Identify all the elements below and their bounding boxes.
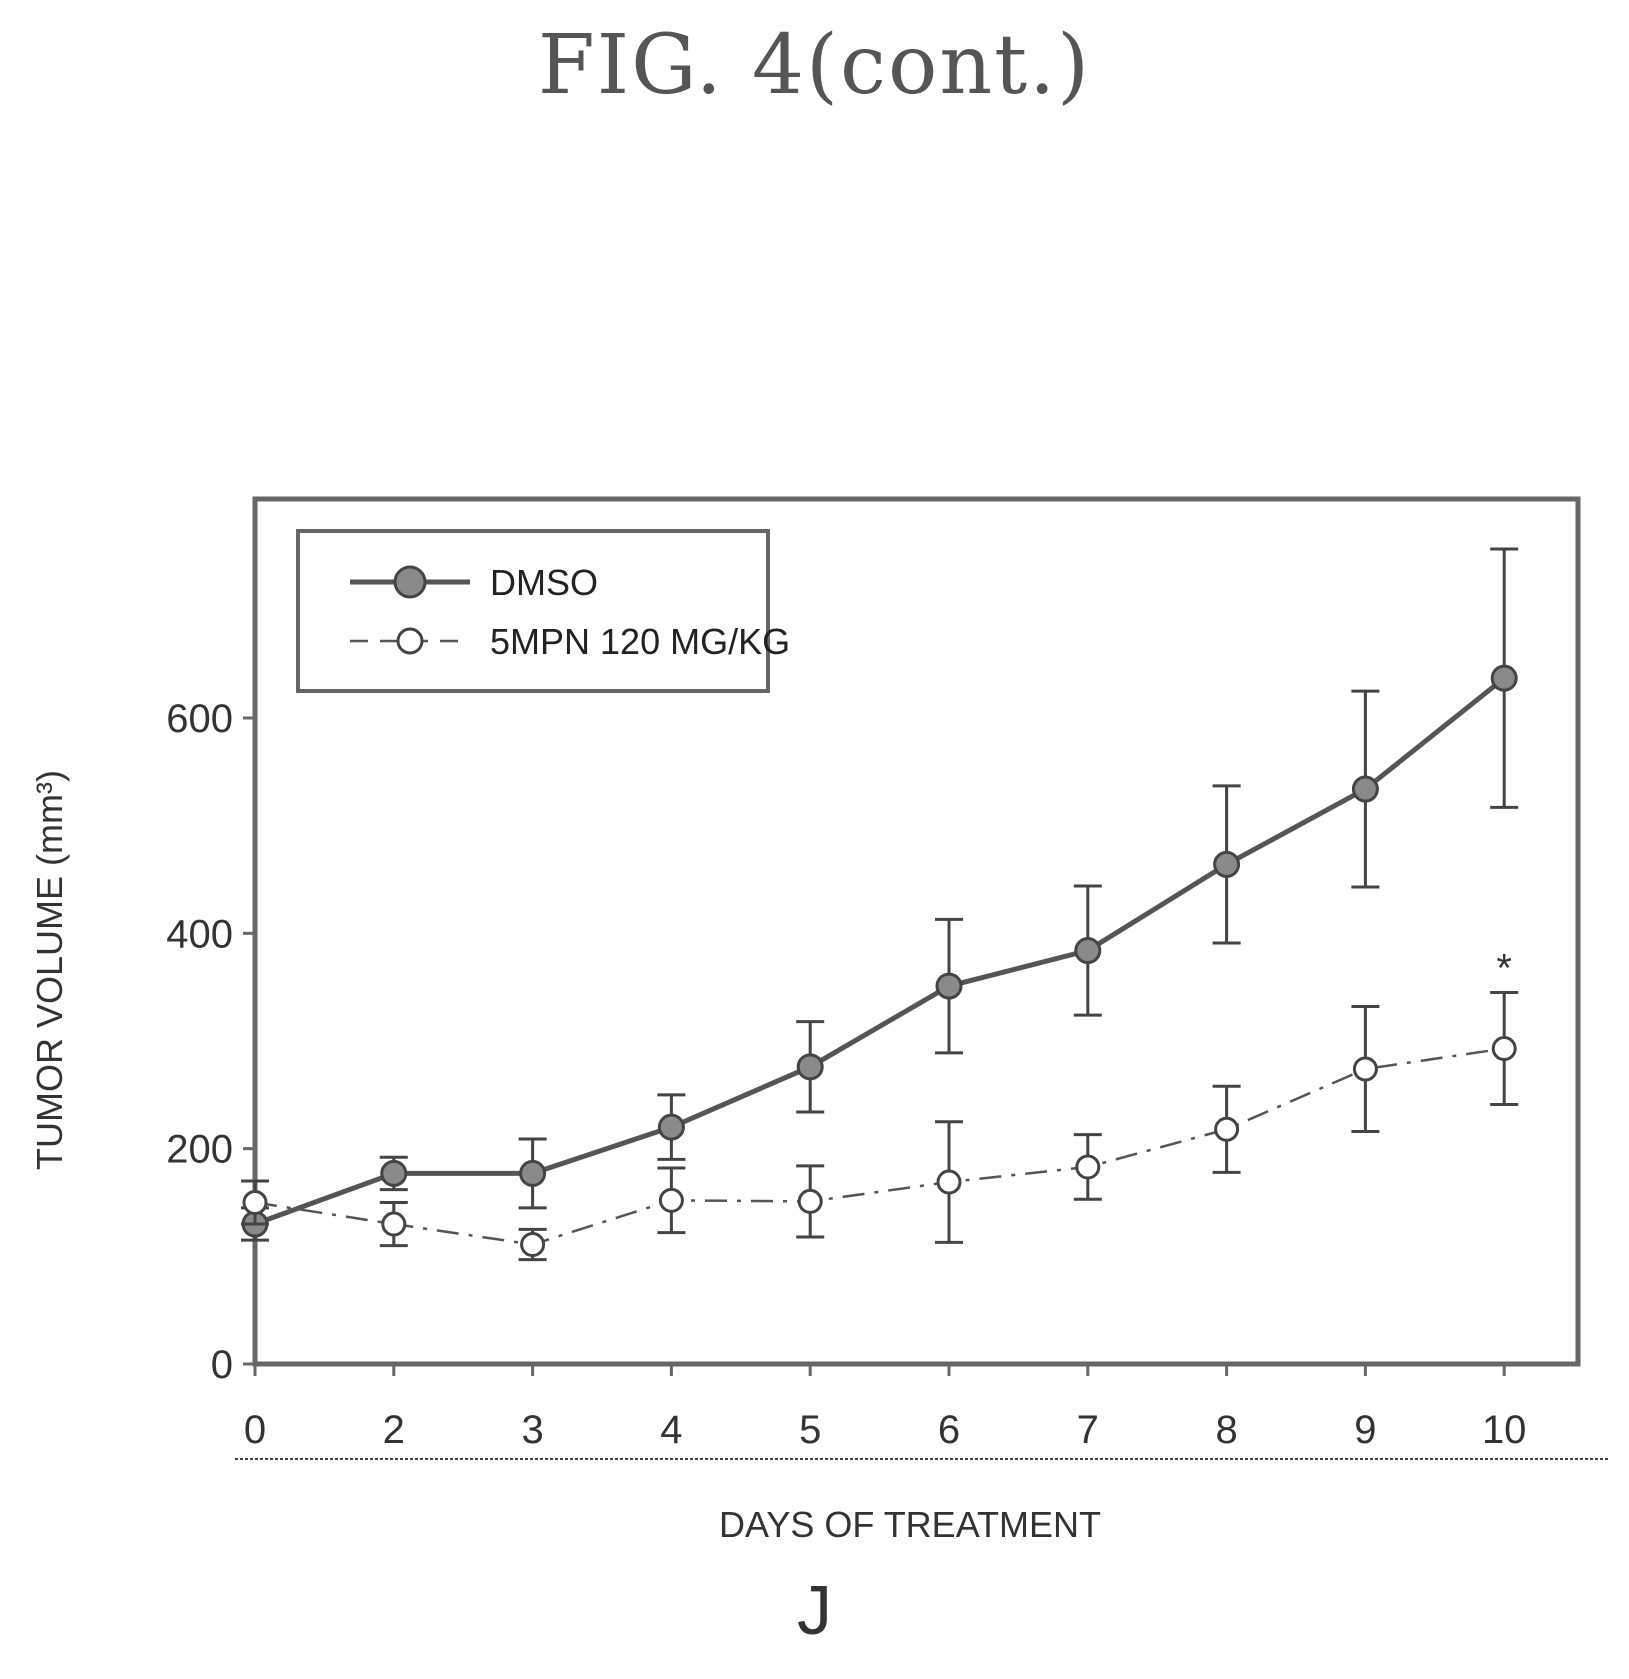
y-tick-label: 400	[166, 912, 233, 956]
data-point	[381, 1211, 407, 1237]
data-point	[1075, 1154, 1101, 1180]
y-tick-label: 0	[211, 1343, 233, 1387]
x-tick-label: 6	[938, 1408, 960, 1452]
x-tick-label: 9	[1354, 1408, 1376, 1452]
data-point	[1074, 937, 1102, 965]
series-line	[254, 1047, 1505, 1246]
x-tick-label: 4	[660, 1408, 682, 1452]
data-point	[519, 1159, 547, 1187]
y-tick-label: 200	[166, 1128, 233, 1172]
series-dmso	[241, 547, 1519, 1242]
legend-label: DMSO	[490, 562, 598, 603]
data-point	[1491, 1036, 1517, 1062]
x-tick-label: 0	[244, 1408, 266, 1452]
x-tick-label: 5	[799, 1408, 821, 1452]
data-point	[797, 1188, 823, 1214]
x-tick-label: 3	[521, 1408, 543, 1452]
x-axis-title: DAYS OF TREATMENT	[719, 1504, 1101, 1545]
data-point	[658, 1187, 684, 1213]
series-line	[254, 676, 1506, 1227]
data-point	[520, 1231, 546, 1257]
plot-frame	[252, 496, 1581, 1367]
data-point	[1213, 850, 1241, 878]
data-point	[242, 1190, 268, 1215]
data-point	[796, 1053, 824, 1081]
y-tick-label: 600	[166, 697, 233, 741]
x-tick-label: 10	[1482, 1408, 1527, 1452]
legend: DMSO 5MPN 120 MG/KG	[296, 529, 790, 693]
panel-label: J	[797, 1571, 832, 1649]
data-point	[935, 972, 963, 1000]
y-axis-title: TUMOR VOLUME (mm³)	[29, 770, 70, 1170]
x-tick-label: 8	[1215, 1408, 1237, 1452]
figure-title: FIG. 4(cont.)	[537, 18, 1092, 113]
significance-marker: *	[1496, 946, 1512, 990]
series-5mpn	[241, 991, 1519, 1262]
data-point	[657, 1113, 685, 1141]
data-point	[1490, 664, 1518, 692]
data-point	[1214, 1116, 1240, 1142]
data-point	[1351, 775, 1379, 803]
data-point	[380, 1159, 408, 1187]
x-tick-label: 2	[383, 1408, 405, 1452]
data-point	[936, 1169, 962, 1195]
data-point	[1352, 1056, 1378, 1082]
legend-box	[296, 529, 770, 693]
legend-label: 5MPN 120 MG/KG	[490, 621, 790, 662]
x-tick-label: 7	[1077, 1408, 1099, 1452]
legend-marker	[396, 627, 424, 655]
legend-marker	[393, 565, 427, 599]
